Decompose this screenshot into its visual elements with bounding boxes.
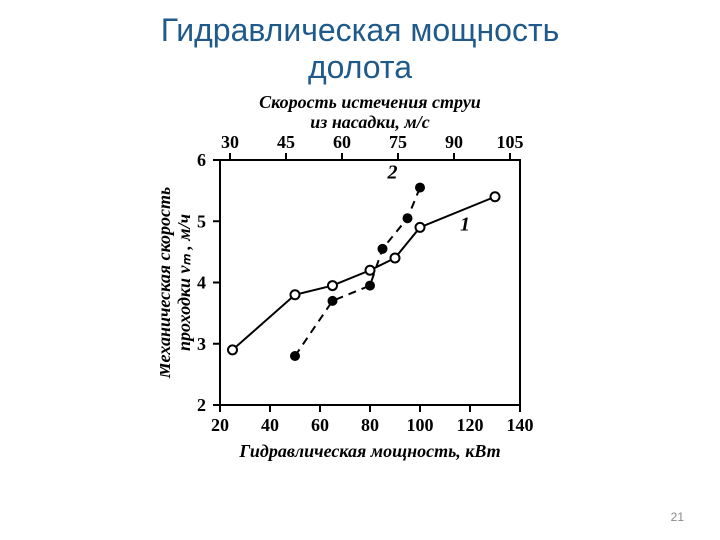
top-axis-title-2: из насадки, м/с xyxy=(310,112,429,132)
top-tick-label: 75 xyxy=(389,132,407,152)
chart: 20406080100120140234563045607590105Скоро… xyxy=(160,85,560,485)
svg-text:проходки vₘ , м/ч: проходки vₘ , м/ч xyxy=(174,214,194,351)
series-marker-1 xyxy=(228,345,237,354)
slide-title-line2: долота xyxy=(0,49,720,86)
svg-text:Механическая скорость: Механическая скорость xyxy=(160,187,174,380)
y-tick-label: 6 xyxy=(197,150,206,170)
x-tick-label: 40 xyxy=(261,415,279,435)
x-tick-label: 120 xyxy=(457,415,484,435)
series-marker-1 xyxy=(391,254,400,263)
bottom-axis-title: Гидравлическая мощность, кВт xyxy=(238,441,500,461)
series-label-1: 1 xyxy=(460,213,470,235)
x-tick-label: 20 xyxy=(211,415,229,435)
y-tick-label: 2 xyxy=(197,395,206,415)
top-tick-label: 90 xyxy=(445,132,463,152)
top-axis-title-1: Скорость истечения струи xyxy=(259,92,481,112)
series-marker-2 xyxy=(366,282,374,290)
left-axis-title: Механическая скоростьпроходки vₘ , м/ч xyxy=(160,187,194,380)
series-marker-2 xyxy=(404,214,412,222)
series-marker-2 xyxy=(416,184,424,192)
series-marker-2 xyxy=(329,297,337,305)
x-tick-label: 60 xyxy=(311,415,329,435)
series-marker-1 xyxy=(491,192,500,201)
series-label-2: 2 xyxy=(387,161,398,183)
x-tick-label: 80 xyxy=(361,415,379,435)
series-marker-1 xyxy=(416,223,425,232)
series-marker-2 xyxy=(379,245,387,253)
x-tick-label: 140 xyxy=(507,415,534,435)
slide-title: Гидравлическая мощность долота xyxy=(0,12,720,86)
x-tick-label: 100 xyxy=(407,415,434,435)
y-tick-label: 5 xyxy=(197,211,206,231)
page-number: 21 xyxy=(671,510,684,524)
slide-title-line1: Гидравлическая мощность xyxy=(0,12,720,49)
y-tick-label: 4 xyxy=(197,273,206,293)
series-marker-1 xyxy=(328,281,337,290)
chart-svg: 20406080100120140234563045607590105Скоро… xyxy=(160,85,560,485)
top-tick-label: 30 xyxy=(221,132,239,152)
series-marker-2 xyxy=(291,352,299,360)
series-marker-1 xyxy=(291,290,300,299)
top-tick-label: 45 xyxy=(277,132,295,152)
y-tick-label: 3 xyxy=(197,334,206,354)
top-tick-label: 105 xyxy=(497,132,524,152)
top-tick-label: 60 xyxy=(333,132,351,152)
